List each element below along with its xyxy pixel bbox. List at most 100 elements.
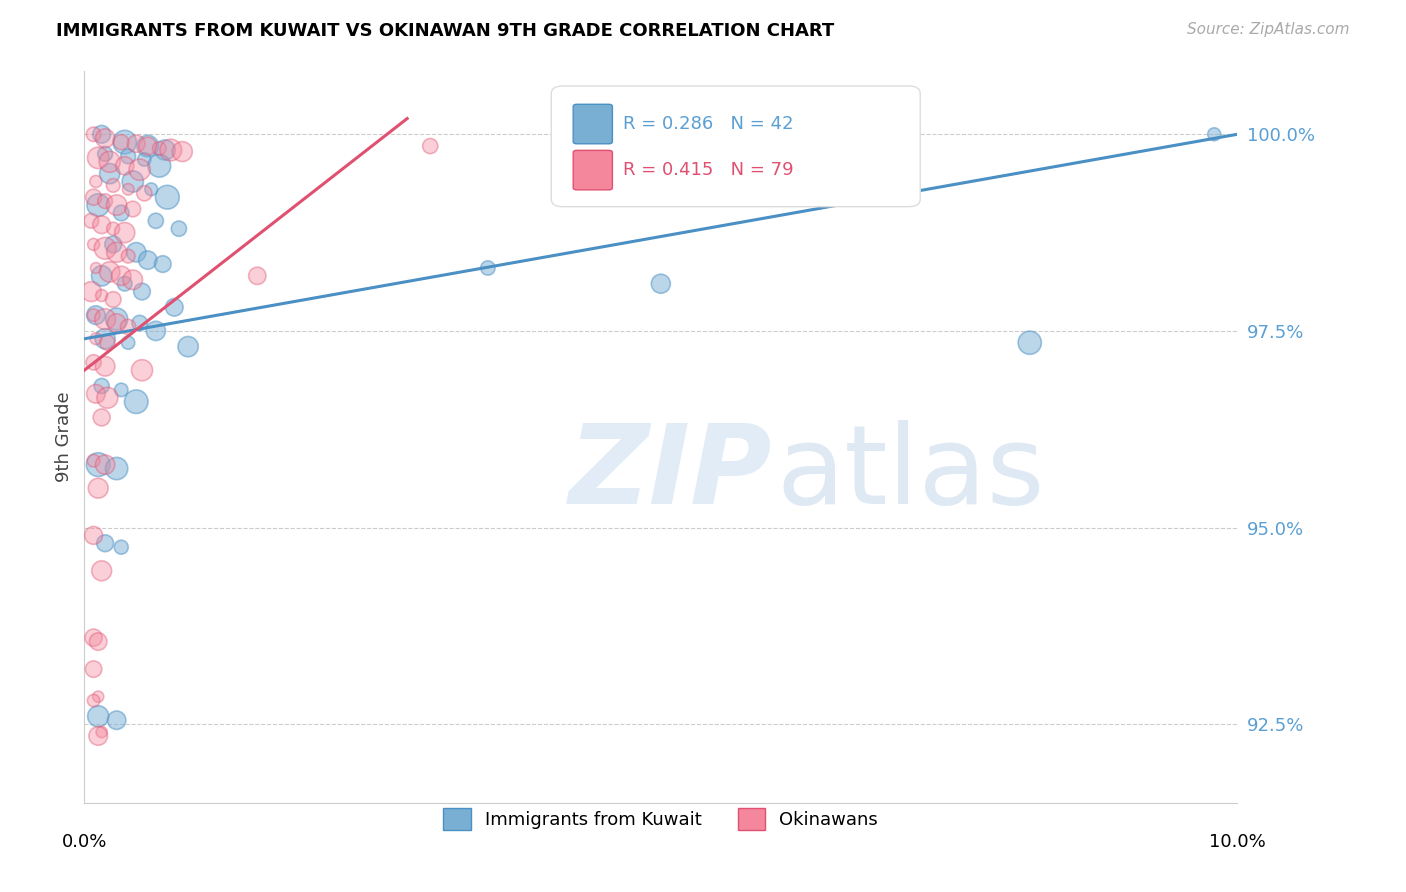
Point (136, 139, 159, 153)
Point (128, 162, 150, 177)
Point (134, 186, 156, 201)
Point (103, 178, 124, 193)
Point (1018, 335, 1040, 350)
Point (117, 320, 139, 334)
Point (246, 268, 269, 283)
Point (117, 149, 139, 163)
Point (650, 277, 672, 291)
Point (87, 458, 110, 472)
Point (84, 332, 107, 346)
Point (94, 241, 117, 255)
Point (121, 174, 143, 188)
Point (80, 214, 103, 228)
Point (94, 131, 117, 145)
Point (94, 359, 117, 374)
Point (84, 308, 107, 322)
Point (83, 355, 105, 369)
Legend: Immigrants from Kuwait, Okinawans: Immigrants from Kuwait, Okinawans (436, 801, 886, 838)
Point (84, 174, 107, 188)
Y-axis label: 9th Grade: 9th Grade (55, 392, 73, 483)
Point (477, 260, 499, 275)
Point (90, 410, 112, 425)
Point (87, 481, 110, 495)
Point (121, 273, 143, 287)
Point (83, 237, 105, 252)
Text: atlas: atlas (776, 420, 1045, 527)
Point (84, 260, 107, 275)
Point (87, 709, 110, 723)
Point (117, 182, 139, 196)
Text: R = 0.415   N = 79: R = 0.415 N = 79 (623, 161, 793, 179)
Point (156, 190, 179, 204)
Point (117, 335, 139, 350)
Point (94, 332, 117, 346)
Point (98, 167, 121, 181)
Point (87, 690, 110, 704)
Point (121, 202, 143, 216)
Point (105, 461, 128, 475)
Text: 0.0%: 0.0% (62, 833, 107, 851)
Point (110, 268, 132, 283)
Text: Source: ZipAtlas.com: Source: ZipAtlas.com (1187, 22, 1350, 37)
Point (87, 151, 110, 165)
Point (83, 662, 105, 676)
Point (131, 363, 153, 377)
Point (110, 383, 132, 397)
Text: ZIP: ZIP (568, 420, 772, 527)
Point (125, 394, 148, 409)
Point (114, 135, 136, 149)
Point (90, 218, 112, 232)
Point (152, 257, 174, 271)
Text: R = 0.286   N = 42: R = 0.286 N = 42 (623, 115, 793, 133)
Point (83, 631, 105, 645)
Text: 10.0%: 10.0% (1209, 833, 1265, 851)
Point (419, 139, 441, 153)
Point (94, 312, 117, 326)
Point (87, 729, 110, 743)
Point (84, 387, 107, 401)
Point (80, 285, 103, 299)
Point (136, 139, 159, 153)
Point (103, 221, 124, 235)
Point (94, 458, 117, 472)
Point (87, 198, 110, 212)
Point (83, 528, 105, 542)
Point (110, 540, 132, 554)
Text: IMMIGRANTS FROM KUWAIT VS OKINAWAN 9TH GRADE CORRELATION CHART: IMMIGRANTS FROM KUWAIT VS OKINAWAN 9TH G… (56, 22, 835, 40)
Point (87, 634, 110, 648)
Point (125, 136, 148, 151)
Point (98, 265, 121, 279)
Point (83, 128, 105, 142)
Point (136, 253, 159, 268)
Point (90, 128, 112, 142)
Point (131, 285, 153, 299)
Point (134, 153, 156, 167)
Point (145, 214, 167, 228)
Point (90, 725, 112, 739)
Point (83, 190, 105, 204)
Point (96, 391, 118, 405)
FancyBboxPatch shape (574, 104, 613, 144)
Point (114, 159, 136, 173)
Point (172, 145, 194, 159)
Point (148, 141, 170, 155)
Point (128, 316, 150, 330)
Point (167, 221, 190, 235)
Point (83, 308, 105, 322)
Point (125, 245, 148, 260)
Point (98, 154, 121, 169)
Point (90, 268, 112, 283)
Point (110, 135, 132, 149)
Point (117, 249, 139, 263)
Point (177, 340, 200, 354)
Point (114, 277, 136, 291)
Point (90, 379, 112, 393)
Point (105, 245, 128, 260)
Point (105, 312, 128, 326)
Point (110, 206, 132, 220)
Point (163, 301, 186, 315)
Point (103, 237, 124, 252)
Point (153, 143, 176, 157)
Point (83, 453, 105, 467)
Point (1204, 128, 1226, 142)
